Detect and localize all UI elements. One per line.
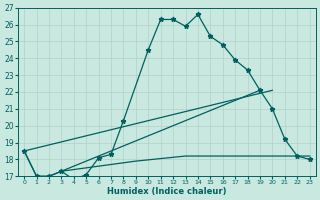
X-axis label: Humidex (Indice chaleur): Humidex (Indice chaleur) — [107, 187, 227, 196]
